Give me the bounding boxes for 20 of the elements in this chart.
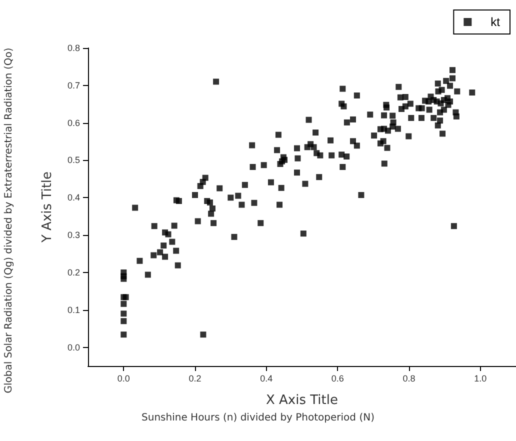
y-tick-label: 0.7 bbox=[67, 80, 80, 90]
y-tick-label: 0.6 bbox=[67, 118, 80, 128]
x-tick-label: 1.0 bbox=[474, 374, 487, 384]
x-tick-label: 0.0 bbox=[117, 374, 130, 384]
text: Sunshine Hours (n) divided by Photoperiod (N) bbox=[142, 412, 375, 424]
y-tick-label: 0.5 bbox=[67, 155, 80, 166]
x-tick-label: 0.8 bbox=[402, 374, 416, 384]
x-axis-title: X Axis Title bbox=[266, 393, 338, 408]
text: Global Solar Radiation (Qg) divided by Extraterrestrial Radiation (Qo) bbox=[4, 48, 14, 394]
legend-label: kt bbox=[490, 15, 501, 29]
y-tick-label: 0.1 bbox=[67, 304, 80, 315]
y-axis-title: Y Axis Title bbox=[40, 171, 55, 244]
x-tick-label: 0.4 bbox=[260, 374, 273, 384]
x-tick-label: 0.6 bbox=[331, 374, 344, 384]
x-tick-label: 0.2 bbox=[188, 374, 202, 384]
y-tick-label: 0.2 bbox=[67, 267, 80, 278]
y-tick-label: 0.8 bbox=[67, 43, 80, 53]
y-tick-label: 0.3 bbox=[67, 230, 80, 240]
y-tick-label: 0.4 bbox=[67, 192, 80, 203]
y-tick-label: 0.0 bbox=[67, 342, 80, 352]
